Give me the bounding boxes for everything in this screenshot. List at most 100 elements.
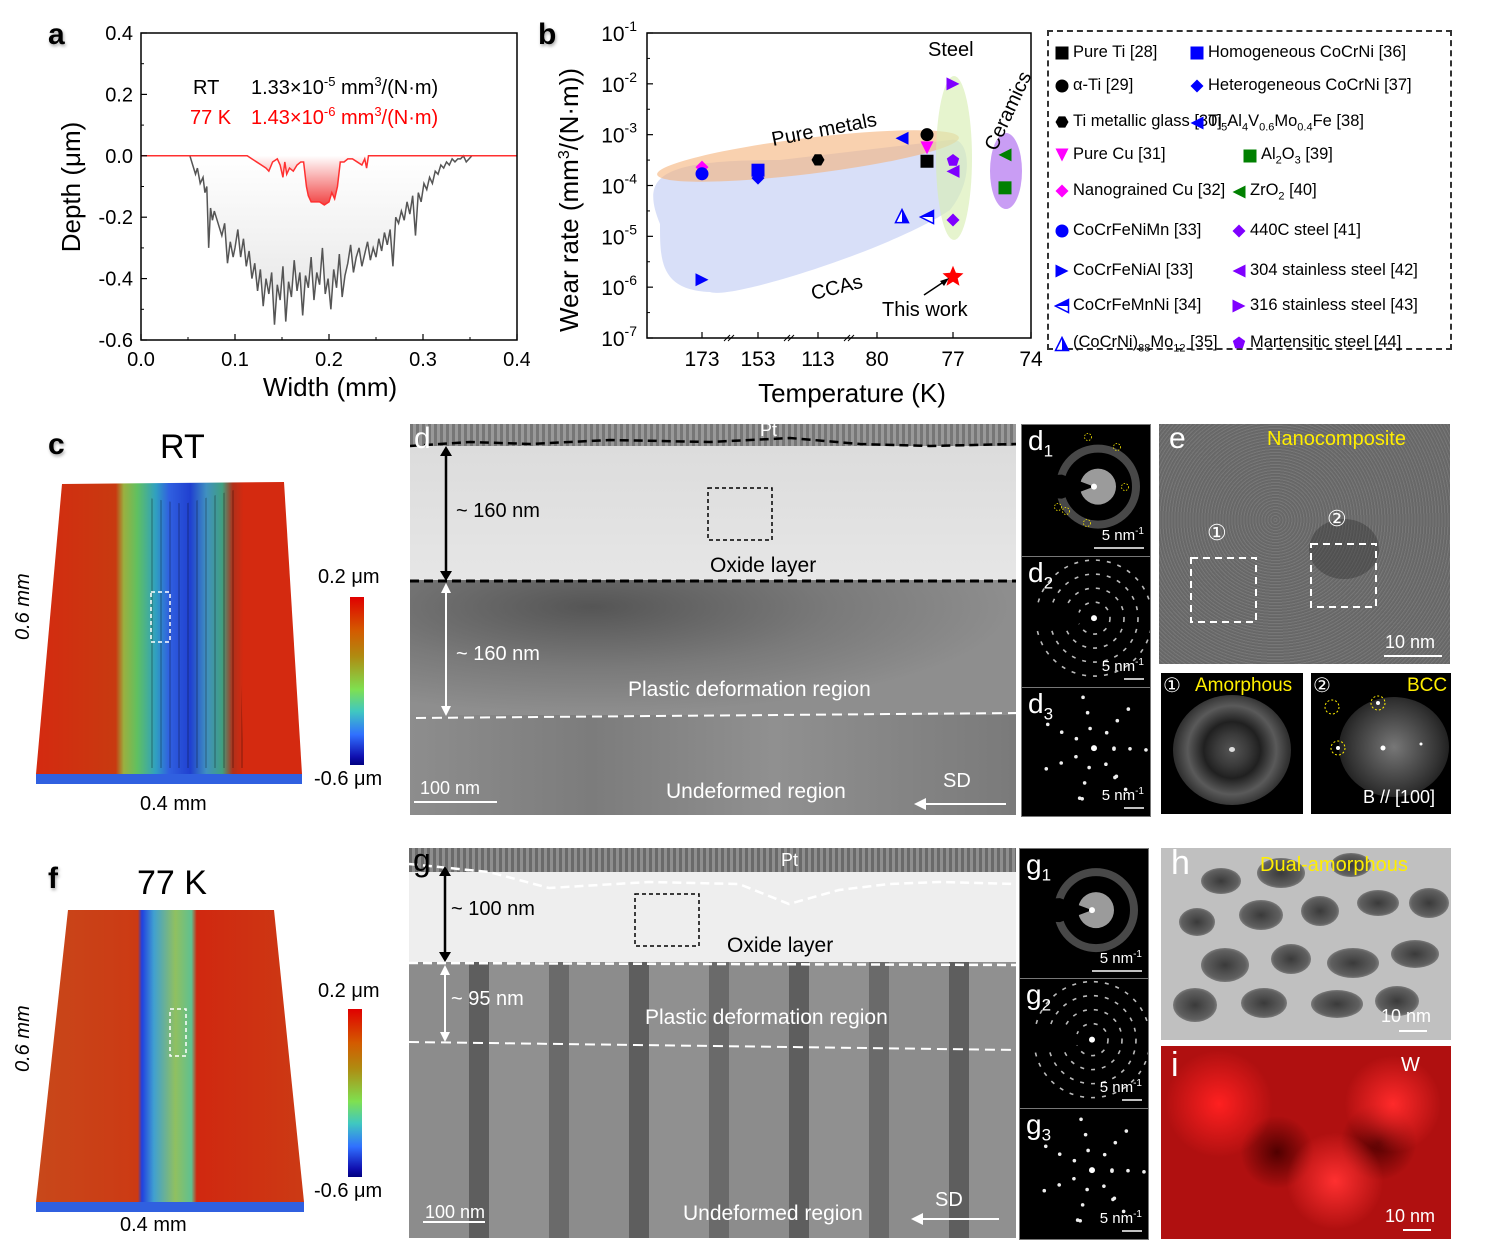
fft-bcc-image: ② BCC B // [100] (1311, 673, 1451, 814)
saed-d1-pattern: d1 5 nm-1 (1021, 424, 1151, 557)
legend-marker-icon (1055, 184, 1069, 197)
legend-item: Pure Ti [28] (1054, 43, 1157, 62)
scale-bar-label: 5 nm-1 (1101, 526, 1144, 544)
panel-f-colorbar (348, 1009, 362, 1177)
metal-region (409, 962, 1016, 1238)
scale-bar-label: 5 nm-1 (1099, 1209, 1142, 1227)
series-fill-rt (141, 155, 517, 325)
legend-label: Martensitic steel [44] (1250, 333, 1402, 351)
fft-2-number: ② (1313, 675, 1331, 697)
scale-bar-label: 5 nm-1 (1101, 657, 1144, 675)
chart-a-ylabel: Depth (μm) (56, 122, 86, 253)
legend-item: CoCrFeNiMn [33] (1054, 221, 1201, 240)
x-tick-label: 80 (865, 348, 888, 371)
series-line-77k (141, 155, 517, 206)
amorphous-domains (1161, 848, 1451, 1040)
scale-bar-label: 10 nm (1381, 1006, 1432, 1026)
data-point-cocrni-88mo12-35 (894, 207, 910, 224)
x-tick-label: 77 (941, 348, 964, 371)
data-point-ti-29 (920, 128, 934, 142)
chart-b-xlabel: Temperature (K) (758, 378, 946, 408)
dark-domain (1201, 948, 1249, 982)
legend-marker-icon (1232, 224, 1246, 237)
legend-marker-icon (1243, 149, 1257, 163)
dark-domain (1241, 988, 1287, 1018)
panel-label-d: d (414, 424, 431, 455)
data-point-heterogeneous-cocrni-37 (751, 171, 765, 185)
undeformed-region-label: Undeformed region (683, 1202, 863, 1225)
bcc-nanocrystal (1309, 519, 1379, 579)
legend-item: (CoCrNi)88Mo12 [35] (1054, 333, 1218, 354)
legend-label: 440C steel [41] (1250, 221, 1361, 239)
legend-marker-icon (1055, 46, 1069, 59)
panel-f-dim-y: 0.6 mm (12, 1005, 34, 1072)
x-tick-label: 113 (801, 348, 834, 371)
diffraction-pattern (1022, 433, 1144, 549)
legend-label: (CoCrNi)88Mo12 [35] (1073, 333, 1218, 355)
panel-h-title: Dual-amorphous (1260, 854, 1408, 876)
annotation-this-work: This work (882, 299, 969, 321)
fft-2-overlays (1324, 695, 1423, 756)
y-tick-label: 0.0 (105, 146, 133, 168)
panel-label-h: h (1171, 848, 1190, 882)
legend-label: ZrO2 [40] (1250, 181, 1317, 203)
data-point-ti-metallic-glass-30 (811, 154, 825, 166)
data-point-316-stainless-steel-43 (946, 77, 960, 91)
pt-label: Pt (781, 850, 799, 870)
x-tick-label: 0.2 (315, 349, 343, 371)
chart-a-depth-profile: 0.0 0.1 0.2 0.3 0.40.40.20.0-0.2-0.4-0.6 RT … (56, 23, 530, 402)
x-tick-label: 0.0 (127, 349, 155, 371)
saed-g2-label: g2 (1026, 979, 1052, 1015)
legend-marker-icon (1232, 299, 1246, 312)
saed-g3-label: g3 (1026, 1109, 1052, 1145)
zone-axis-label: B // [100] (1363, 787, 1436, 807)
profile-base (36, 774, 302, 784)
data-point-homogeneous-cocrni-36 (751, 163, 765, 177)
scale-bar-label: 100 nm (420, 778, 481, 798)
legend-item: CoCrFeMnNi [34] (1054, 296, 1201, 315)
legend-label: α-Ti [29] (1073, 76, 1134, 94)
oxide-layer-region (409, 872, 1016, 962)
y-tick-label: 10-3 (601, 120, 637, 148)
scale-bar-label: 5 nm-1 (1099, 1078, 1142, 1096)
dark-domain (1409, 888, 1449, 918)
chart-b-wear-rate: 10-1 10-2 10-3 10-4 10-5 10-6 10-7 173 153 113 80 7… (554, 18, 1043, 408)
y-tick-label: -0.6 (99, 330, 133, 352)
panel-c-dim-y: 0.6 mm (12, 573, 34, 640)
scale-bar-label: 5 nm-1 (1099, 949, 1142, 967)
region-label-steel: Steel (928, 39, 974, 61)
x-tick-label: 0.3 (409, 349, 437, 371)
legend-label: 304 stainless steel [42] (1250, 261, 1418, 279)
data-point-cocrfemnni-34 (918, 209, 935, 225)
panel-label-i: i (1171, 1046, 1179, 1084)
legend-item: ZrO2 [40] (1231, 181, 1317, 202)
saed-g2-pattern: g2 5 nm-1 (1019, 978, 1149, 1109)
profile-base (36, 1202, 304, 1212)
panel-h-haadf-image: h Dual-amorphous 10 nm (1161, 848, 1451, 1040)
legend-marker-icon (1055, 115, 1069, 128)
legend-item: Heterogeneous CoCrNi [37] (1189, 76, 1412, 95)
oxide-layer-region (410, 446, 1016, 580)
annotation-77k-value: 1.43×10-6 mm3/(N·m) (251, 104, 438, 129)
data-point-304-stainless-steel-42 (946, 164, 960, 178)
data-point-pure-cu-31 (920, 141, 934, 155)
legend-marker-icon (1055, 79, 1069, 92)
dark-domain (1391, 940, 1439, 968)
panel-g-overlays (409, 862, 1016, 1225)
x-tick-label: 0.4 (503, 349, 530, 371)
x-tick-label: 153 (740, 348, 775, 371)
panel-g-tem-image: g Pt ~ 100 nm Oxide layer ~ 95 nm Plasti… (409, 848, 1016, 1238)
pt-label: Pt (760, 424, 778, 440)
saed-g1-label: g1 (1026, 849, 1052, 885)
this-work-arrowhead (940, 278, 949, 286)
plastic-region-label: Plastic deformation region (628, 678, 871, 701)
panel-c-cbar-min: -0.6 μm (314, 768, 383, 790)
legend-item: CoCrFeNiAl [33] (1054, 261, 1193, 280)
y-tick-label: 10-5 (601, 221, 637, 249)
this-work-arrow (923, 280, 946, 296)
x-tick-label: 74 (1019, 348, 1043, 371)
plastic-thickness-label: ~ 95 nm (451, 988, 524, 1010)
legend-marker-icon (1232, 264, 1246, 277)
selection-box (150, 591, 171, 643)
panel-label-e: e (1169, 424, 1186, 455)
